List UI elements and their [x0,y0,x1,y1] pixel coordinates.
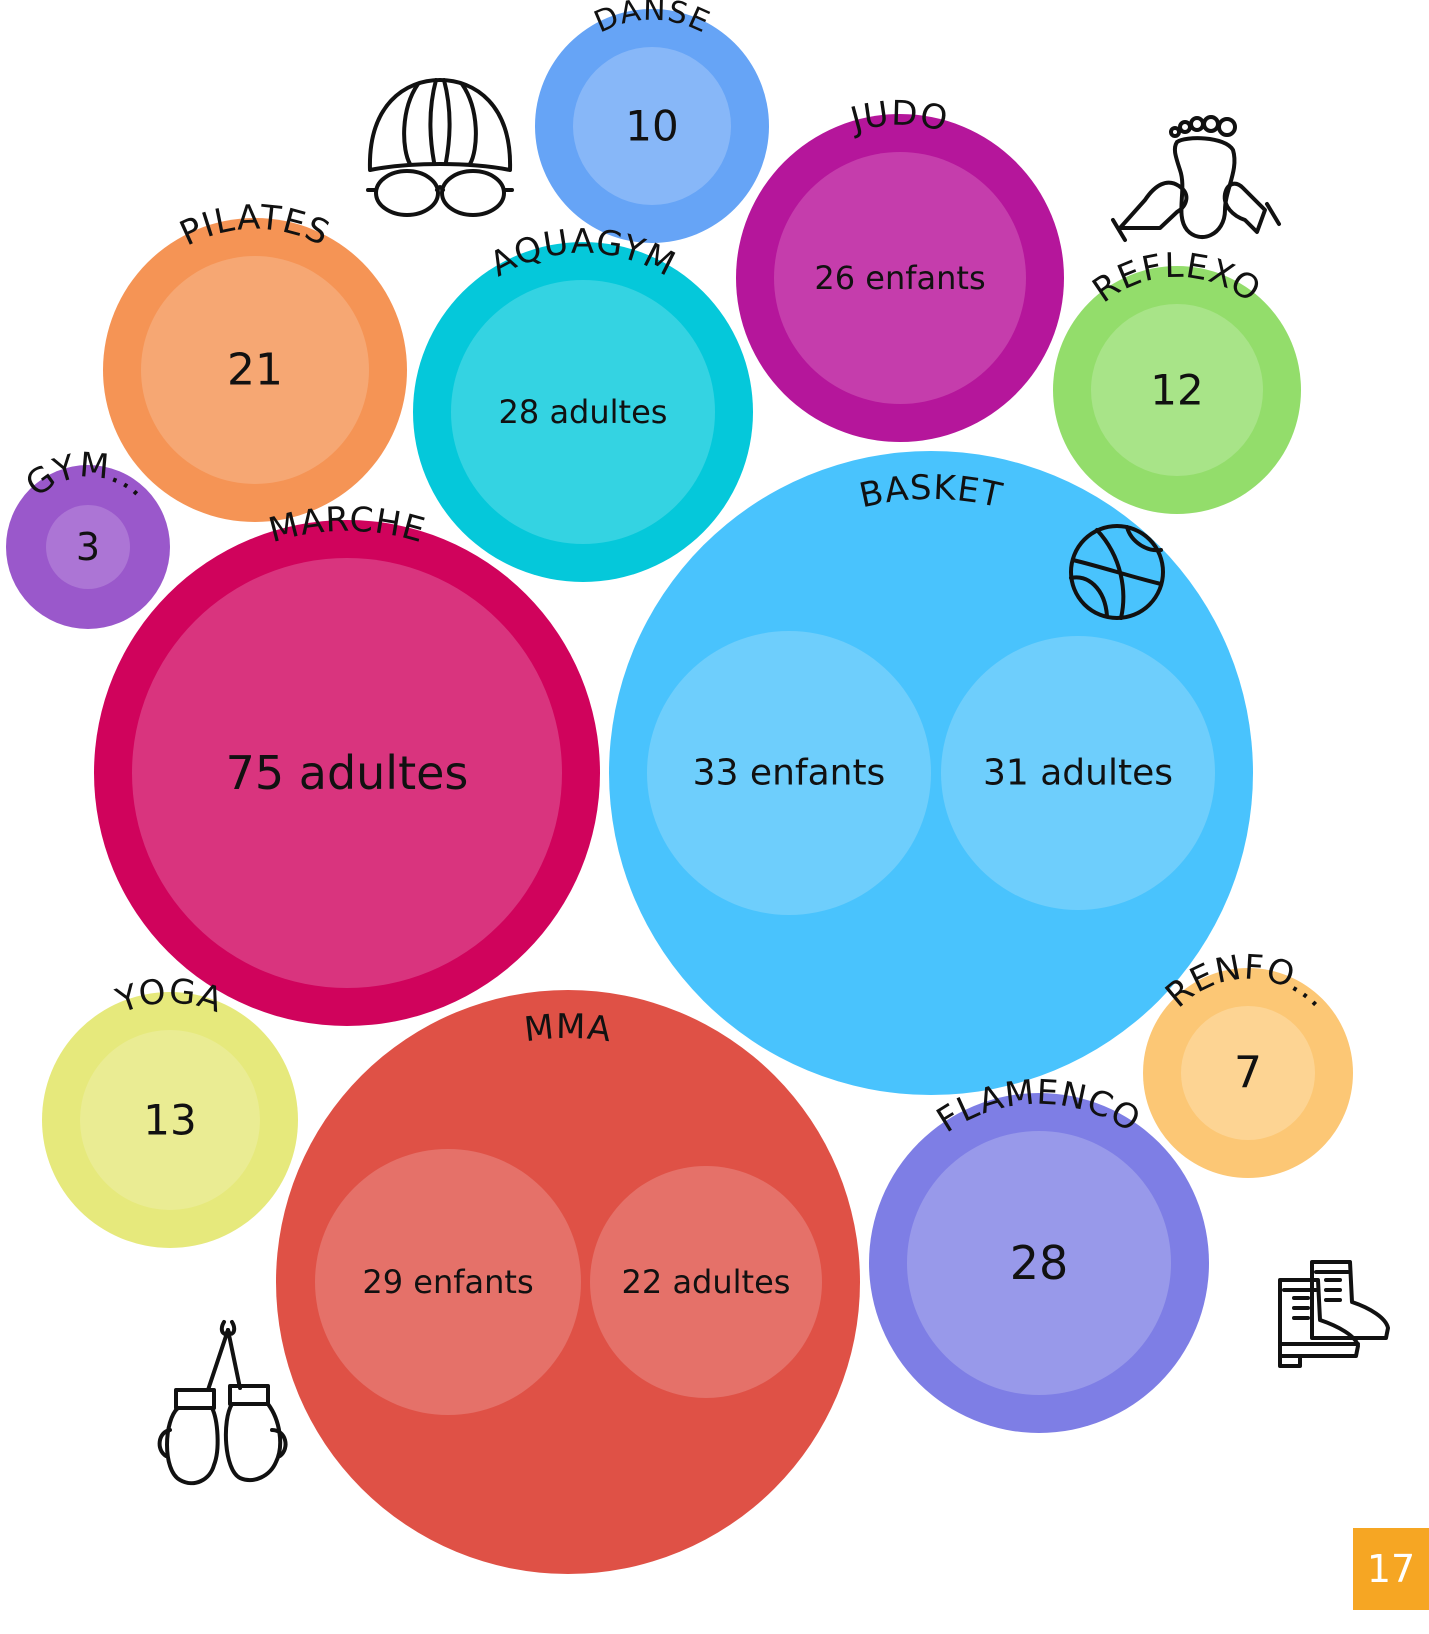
bubble-basket-item-0-circle [647,631,931,915]
bubble-renfo: 7RENFO... [1143,948,1353,1178]
dance-boots-icon [1278,1260,1390,1368]
bubble-danse-inner [573,47,731,205]
bubble-mma: 29 enfants 22 adultes MMA [276,990,860,1574]
bubble-reflexo-inner [1091,304,1263,476]
bubble-mma-item-1-circle [590,1166,822,1398]
bubble-gym: 3GYM... [6,445,170,629]
bubble-flamenco-inner [907,1131,1171,1395]
bubble-judo: 26 enfants JUDO [736,94,1064,442]
bubble-pilates-inner [141,256,369,484]
bubble-danse-value: 10 [625,102,678,151]
swim-cap-goggles-icon [366,78,514,217]
bubble-gym-inner [46,505,130,589]
bubble-marche-inner [132,558,562,988]
bubble-mma-item-1-label: 22 adultes [622,1263,791,1301]
bubble-aquagym-value: 28 adultes [499,393,668,431]
bubble-pilates-value: 21 [227,345,283,396]
bubble-yoga-inner [80,1030,260,1210]
bubble-judo-value: 26 enfants [814,259,985,297]
bubble-mma-name: MMA [522,1007,614,1050]
bubble-basket-item-0-label: 33 enfants [693,753,886,794]
bubble-judo-name: JUDO [845,94,952,141]
bubble-marche-value: 75 adultes [226,746,469,800]
bubble-mma-item-0-circle [315,1149,581,1415]
boxing-gloves-icon [157,1320,288,1486]
bubble-gym-value: 3 [76,525,100,569]
bubble-mma-item-0-label: 29 enfants [362,1263,533,1301]
bubble-yoga-value: 13 [143,1096,196,1145]
bubble-flamenco-value: 28 [1010,1236,1069,1290]
page-number-badge: 17 [1353,1528,1429,1610]
bubble-renfo-inner [1181,1006,1315,1140]
foot-massage-icon [1111,115,1281,242]
bubble-judo-inner [774,152,1026,404]
bubble-reflexo-value: 12 [1150,366,1203,415]
bubble-basket-item-1-circle [941,636,1215,910]
basketball-icon [1069,524,1165,620]
bubble-renfo-value: 7 [1234,1048,1262,1099]
bubble-basket-item-1-label: 31 adultes [983,753,1173,794]
bubble-aquagym-inner [451,280,715,544]
